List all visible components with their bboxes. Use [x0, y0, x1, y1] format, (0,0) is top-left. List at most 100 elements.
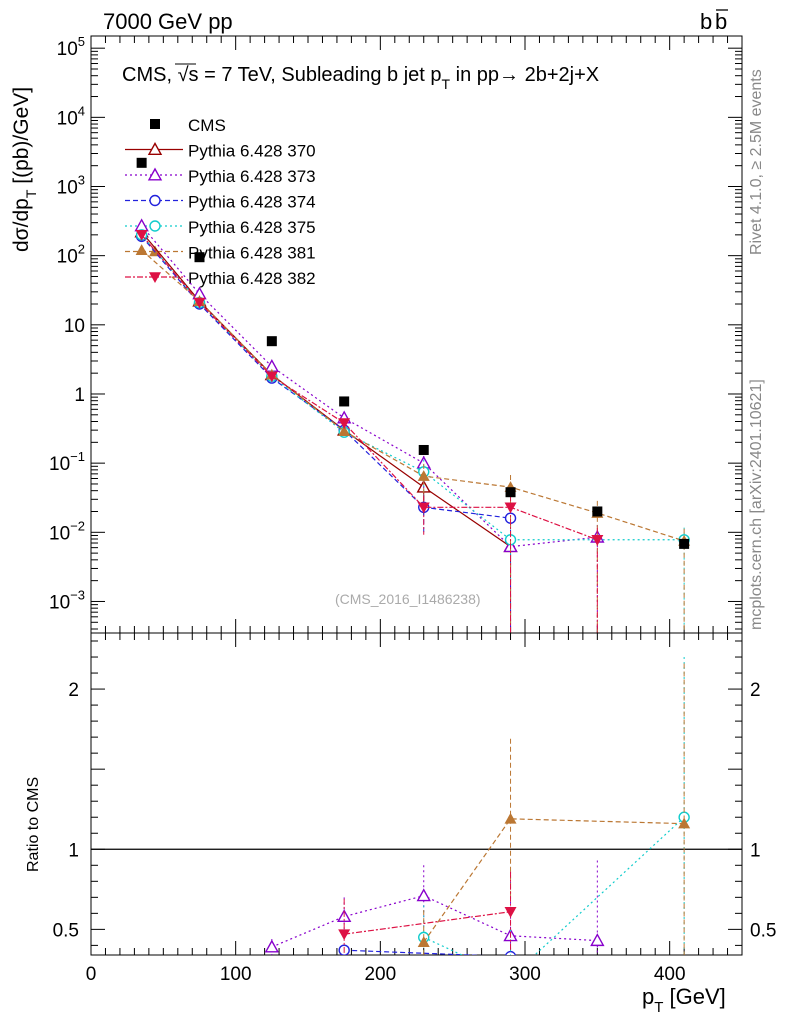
legend-item: Pythia 6.428 370: [125, 142, 316, 161]
ratio-axes: 0 100 200 300 400 0.5 0.5 1 1 2 2: [53, 633, 776, 985]
ratio-point: [264, 939, 280, 953]
header-process-bbar: b: [715, 9, 727, 34]
legend-label: Pythia 6.428 382: [188, 269, 316, 288]
cms-data-point: [194, 252, 205, 263]
ratio-y-tick-label: 0.5: [53, 920, 79, 941]
ratio-point: [505, 950, 517, 955]
series-pythia-6-428-374: [135, 230, 517, 633]
y-tick-label: 105: [57, 34, 85, 60]
ylabel-main: dσ/dp: [10, 198, 33, 252]
ratio-pythia-6-428-382: [338, 871, 517, 955]
y-tick-label: 10−1: [49, 449, 85, 475]
legend-marker: [150, 119, 160, 129]
cms-data-point: [266, 336, 277, 347]
ratio-pythia-6-428-375: [418, 657, 690, 955]
series-pythia-6-428-382: [135, 230, 604, 633]
series-point: [135, 244, 148, 255]
series-point: [417, 502, 430, 514]
xlabel-main: p: [642, 984, 654, 1009]
ratio-y-tick-label: 2: [68, 680, 79, 701]
ratio-line: [344, 911, 511, 935]
legend-marker: [147, 167, 163, 181]
xlabel-unit: [GeV]: [663, 984, 725, 1009]
y-tick-label-base: 10: [49, 523, 70, 544]
y-tick-label-exp: 2: [78, 242, 85, 257]
legend-item-cms: CMS: [150, 116, 226, 135]
x-tick-label: 400: [654, 964, 686, 985]
ratio-y-tick-label-right: 0.5: [750, 920, 776, 941]
y-tick-label-base: 10: [64, 316, 85, 337]
plot-title-mid: = 7 TeV, Subleading b jet p: [199, 64, 442, 86]
ratio-point: [417, 936, 430, 947]
y-tick-label: 102: [57, 242, 85, 268]
legend-label: CMS: [188, 116, 226, 135]
y-tick-label-base: 10: [49, 592, 70, 613]
cms-data-point: [679, 538, 690, 549]
ratio-y-axis-label: Ratio to CMS: [25, 777, 42, 872]
ratio-series-clip: [264, 657, 691, 968]
x-axis-label: pT [GeV]: [642, 984, 726, 1016]
ratio-plot-frame: [90, 632, 743, 956]
legend-marker: [147, 142, 163, 156]
ratio-point: [418, 957, 430, 968]
series-point: [504, 502, 517, 514]
legend-item: Pythia 6.428 375: [125, 218, 316, 237]
series-point: [591, 534, 604, 546]
ratio-point: [504, 812, 517, 824]
ratio-y-tick-label-right: 1: [750, 840, 761, 861]
main-mc-series: [134, 218, 691, 633]
cms-data-point: [136, 157, 147, 168]
y-tick-label: 10: [64, 316, 85, 337]
series-point: [134, 218, 149, 232]
series-point: [338, 425, 351, 436]
ylabel-sub: T: [23, 189, 39, 198]
legend-item: Pythia 6.428 374: [125, 193, 316, 212]
y-tick-label-base: 10: [57, 178, 78, 199]
legend-label: Pythia 6.428 373: [188, 167, 316, 186]
legend-label: Pythia 6.428 370: [188, 142, 316, 161]
cms-data-point: [592, 506, 603, 517]
main-data-points: [136, 157, 690, 549]
ylabel-unit: [(pb)/GeV]: [10, 87, 33, 190]
ratio-pythia-6-428-381: [417, 663, 691, 955]
mcplots-label: mcplots.cern.ch [arXiv:2401.10621]: [748, 379, 765, 630]
plot-title-sub: T: [442, 76, 451, 92]
ratio-pythia-6-428-373: [264, 860, 605, 955]
plot-title-post: in pp→ 2b+2j+X: [450, 64, 599, 86]
cms-data-point: [339, 396, 350, 407]
ratio-line: [271, 895, 598, 948]
series-point: [417, 470, 430, 481]
legend-marker: [149, 220, 161, 232]
ratio-y-tick-label-right: 2: [750, 680, 761, 701]
plot-title: CMS, √s = 7 TeV, Subleading b jet pT in …: [122, 63, 599, 92]
legend-item: Pythia 6.428 382: [125, 269, 316, 288]
ratio-point: [416, 888, 431, 902]
xlabel-sub: T: [654, 999, 663, 1016]
y-tick-label: 10−3: [49, 587, 85, 613]
ratio-point: [338, 929, 351, 941]
y-tick-label: 103: [57, 173, 85, 199]
y-tick-label-exp: −1: [70, 449, 85, 464]
x-tick-label: 200: [364, 964, 396, 985]
main-y-axis-label: dσ/dpT [(pb)/GeV]: [10, 87, 39, 252]
legend-marker: [149, 194, 161, 207]
plot-title-sqrt: √s: [178, 64, 199, 86]
ratio-point: [590, 933, 605, 947]
ratio-series: [264, 657, 691, 968]
plot-title-pre: CMS,: [122, 64, 178, 86]
header-process-b: b: [700, 9, 712, 34]
legend-item: Pythia 6.428 373: [125, 167, 316, 186]
legend-label: Pythia 6.428 374: [188, 193, 316, 212]
series-pythia-6-428-375: [135, 229, 690, 633]
legend: CMS Pythia 6.428 370 Pythia 6.428 373 Pythi…: [125, 116, 316, 288]
y-tick-label-exp: 3: [78, 173, 85, 188]
y-tick-label-base: 10: [57, 108, 78, 129]
x-tick-label: 100: [220, 964, 252, 985]
series-point: [193, 297, 206, 309]
y-tick-label-exp: 5: [78, 34, 85, 49]
y-tick-label-base: 10: [49, 454, 70, 475]
ratio-y-tick-label: 1: [68, 840, 79, 861]
cms-data-point: [418, 444, 429, 455]
legend-marker: [149, 272, 161, 283]
